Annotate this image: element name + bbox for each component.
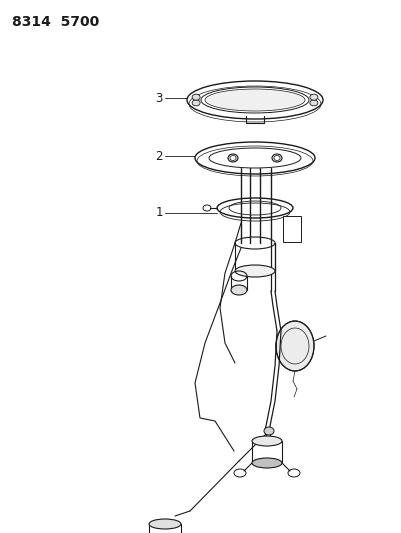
Ellipse shape: [264, 427, 274, 435]
Ellipse shape: [276, 321, 314, 371]
Ellipse shape: [310, 94, 318, 100]
Ellipse shape: [310, 100, 318, 106]
Ellipse shape: [192, 94, 200, 100]
Ellipse shape: [231, 285, 247, 295]
Text: 8314  5700: 8314 5700: [12, 15, 99, 29]
Ellipse shape: [272, 154, 282, 162]
Bar: [283, 216, 301, 242]
Text: 2: 2: [156, 149, 163, 163]
Ellipse shape: [205, 89, 305, 111]
Text: 3: 3: [156, 92, 163, 104]
Ellipse shape: [274, 156, 280, 160]
Ellipse shape: [192, 100, 200, 106]
Ellipse shape: [149, 519, 181, 529]
Ellipse shape: [230, 156, 236, 160]
Ellipse shape: [228, 154, 238, 162]
Ellipse shape: [235, 265, 275, 277]
Ellipse shape: [252, 436, 282, 446]
Ellipse shape: [252, 458, 282, 468]
Text: 1: 1: [156, 206, 163, 220]
